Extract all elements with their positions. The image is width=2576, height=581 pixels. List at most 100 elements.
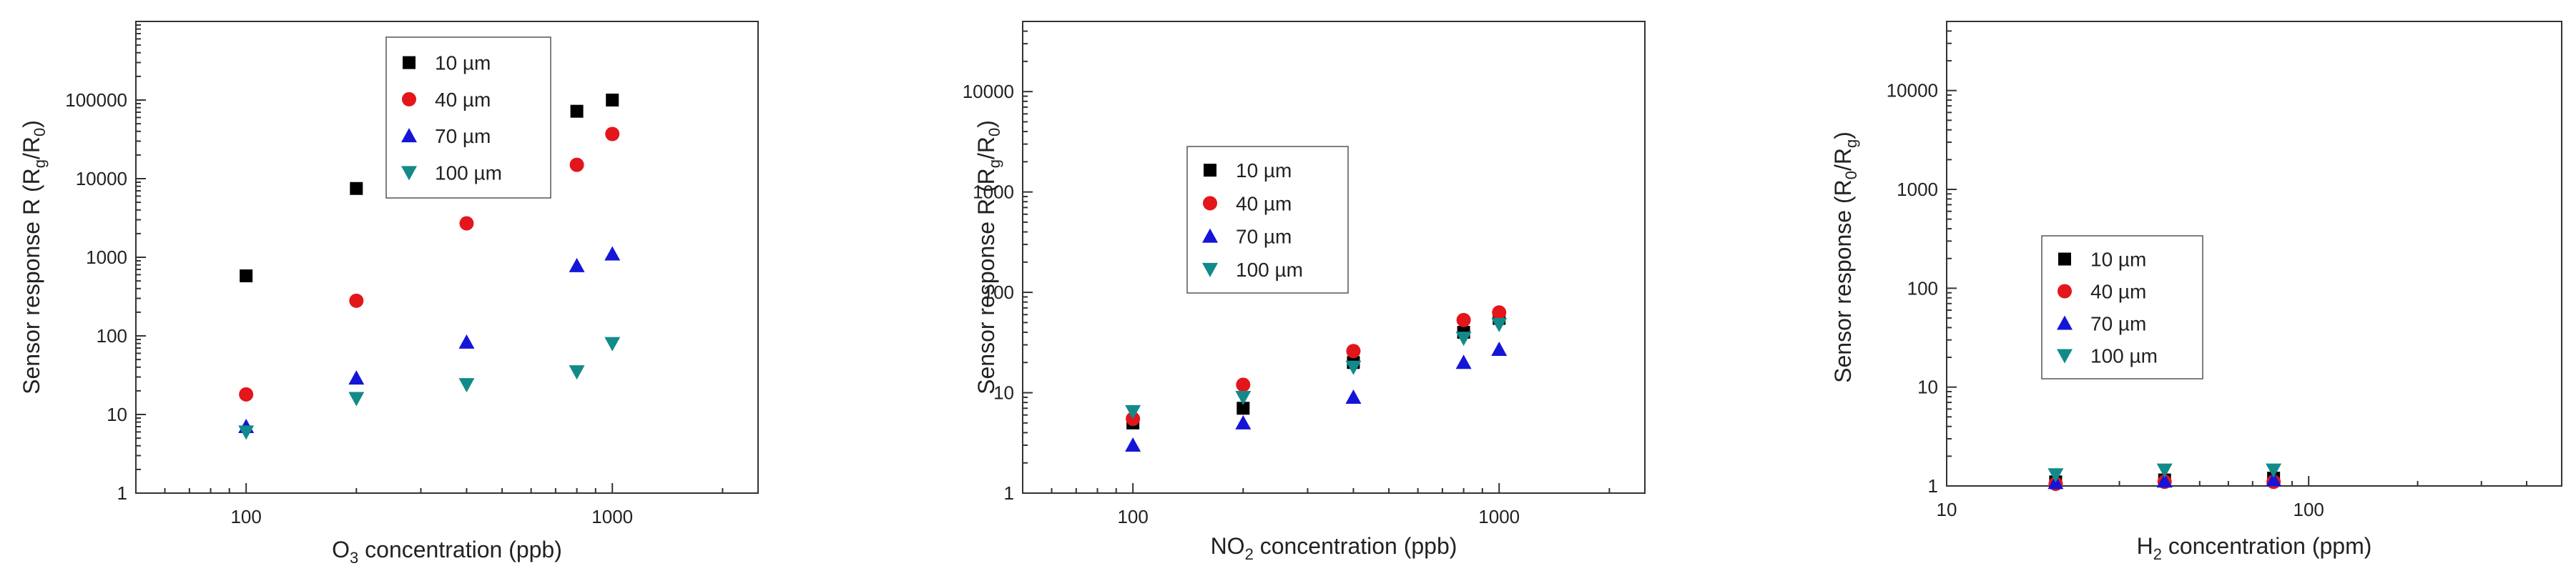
no2-legend-label: 10 µm <box>1236 159 1292 182</box>
h2-plot-frame <box>1946 21 2562 487</box>
o3-point-series-0 <box>606 94 619 106</box>
o3-point-series-1 <box>349 293 364 308</box>
y-tick-label: 1 <box>1928 475 1938 497</box>
h2-point-series-2 <box>2266 472 2282 487</box>
x-tick-label: 100 <box>2293 499 2324 520</box>
no2-legend-marker <box>1202 228 1218 243</box>
h2-legend-label: 70 µm <box>2090 313 2146 335</box>
x-tick-label: 1000 <box>591 506 633 527</box>
no2-ticks: 1 10 100 1000 10000 100 1000 <box>963 21 1611 527</box>
o3-y-axis-label: Sensor response R (Rg/R0) <box>19 120 49 394</box>
o3-ticks: 1 10 100 1000 10000 100000 100 1000 <box>65 24 724 527</box>
h2-legend-marker <box>2057 349 2073 364</box>
y-tick-label: 10000 <box>963 81 1014 102</box>
x-tick-label: 10 <box>1937 499 1957 520</box>
no2-point-series-3 <box>1455 332 1472 347</box>
o3-point-series-2 <box>348 370 365 385</box>
y-tick-label: 1000 <box>1897 179 1938 200</box>
y-tick-label: 100 <box>1907 277 1938 299</box>
no2-point-series-1 <box>1236 377 1251 392</box>
o3-point-series-3 <box>569 365 585 380</box>
y-tick-label: 100000 <box>65 89 127 111</box>
o3-point-series-1 <box>569 157 584 172</box>
o3-point-series-2 <box>569 257 585 272</box>
no2-legend: 10 µm 40 µm 70 µm 100 µm <box>1186 146 1349 294</box>
no2-chart-panel: 1 10 100 1000 10000 100 1000 10 µm 40 µm 70 µm 10… <box>887 0 1731 581</box>
h2-point-series-2 <box>2156 473 2173 488</box>
x-tick-label: 1000 <box>1478 506 1520 527</box>
o3-point-series-3 <box>238 425 255 440</box>
h2-x-axis-label: H2 concentration (ppm) <box>2137 533 2372 563</box>
o3-point-series-0 <box>350 182 363 195</box>
no2-point-series-2 <box>1125 437 1141 452</box>
o3-chart-panel: 1 10 100 1000 10000 100000 100 1000 10 µm 40 µm 7… <box>0 0 844 581</box>
o3-point-series-2 <box>604 246 621 261</box>
h2-point-series-3 <box>2266 463 2282 478</box>
o3-point-series-3 <box>604 337 621 352</box>
o3-data-marks <box>238 94 621 440</box>
h2-legend-marker <box>2058 284 2072 299</box>
o3-point-series-3 <box>348 392 365 407</box>
no2-point-series-2 <box>1455 354 1472 369</box>
o3-point-series-3 <box>458 378 475 393</box>
o3-chart: 1 10 100 1000 10000 100000 100 1000 10 µm 40 µm 7… <box>19 21 759 567</box>
o3-x-axis-label: O3 concentration (ppb) <box>332 537 562 567</box>
x-tick-label: 100 <box>1117 506 1148 527</box>
y-tick-label: 100 <box>983 282 1014 303</box>
no2-point-series-3 <box>1345 360 1362 375</box>
no2-y-axis-label: Sensor response R (Rg/R0) <box>973 120 1003 394</box>
o3-point-series-2 <box>458 334 475 349</box>
no2-plot-frame <box>1022 21 1646 494</box>
y-tick-label: 100 <box>97 325 127 347</box>
y-tick-label: 1000 <box>86 247 127 268</box>
y-tick-label: 10 <box>107 404 127 425</box>
h2-y-axis-label: Sensor response (R0/Rg) <box>1830 131 1860 383</box>
no2-point-series-0 <box>1237 402 1250 415</box>
x-tick-label: 100 <box>230 506 261 527</box>
o3-legend: 10 µm 40 µm 70 µm 100 µm <box>385 36 551 199</box>
o3-legend-label: 10 µm <box>435 52 491 74</box>
no2-legend-marker <box>1203 196 1217 211</box>
o3-legend-label: 40 µm <box>435 89 491 111</box>
no2-data-marks <box>1125 305 1508 452</box>
y-tick-label: 1 <box>1004 482 1014 504</box>
no2-point-series-2 <box>1235 414 1252 429</box>
no2-legend-label: 70 µm <box>1236 226 1292 248</box>
no2-point-series-1 <box>1456 312 1471 327</box>
y-tick-label: 10000 <box>76 168 127 189</box>
no2-point-series-3 <box>1235 390 1252 405</box>
no2-point-series-3 <box>1125 404 1141 419</box>
h2-legend-marker <box>2058 252 2071 266</box>
no2-point-series-1 <box>1346 344 1361 359</box>
o3-legend-label: 100 µm <box>435 162 502 184</box>
h2-point-series-3 <box>2156 463 2173 478</box>
h2-legend: 10 µm 40 µm 70 µm 100 µm <box>2041 235 2203 379</box>
o3-legend-marker <box>403 56 416 69</box>
h2-legend-label: 100 µm <box>2090 345 2158 367</box>
h2-point-series-3 <box>2047 468 2064 483</box>
y-tick-label: 1 <box>117 482 127 504</box>
h2-legend-marker <box>2057 315 2073 330</box>
no2-point-series-2 <box>1491 341 1508 356</box>
no2-legend-label: 40 µm <box>1236 192 1292 214</box>
no2-legend-label: 100 µm <box>1236 259 1303 281</box>
no2-x-axis-label: NO2 concentration (ppb) <box>1211 533 1457 563</box>
h2-legend-label: 40 µm <box>2090 281 2146 303</box>
o3-legend-label: 70 µm <box>435 125 491 147</box>
no2-point-series-3 <box>1491 317 1508 332</box>
o3-legend-marker <box>402 91 416 106</box>
o3-legend-marker <box>401 128 417 143</box>
no2-legend-marker <box>1202 262 1218 277</box>
y-tick-label: 1000 <box>973 182 1014 203</box>
no2-legend-marker <box>1204 164 1216 177</box>
y-tick-label: 10 <box>1917 377 1938 398</box>
o3-point-series-1 <box>239 387 254 402</box>
y-tick-label: 10 <box>993 382 1014 404</box>
no2-point-series-2 <box>1345 389 1362 404</box>
no2-point-series-1 <box>1492 305 1507 320</box>
o3-point-series-1 <box>459 216 474 231</box>
o3-point-series-0 <box>240 269 253 283</box>
